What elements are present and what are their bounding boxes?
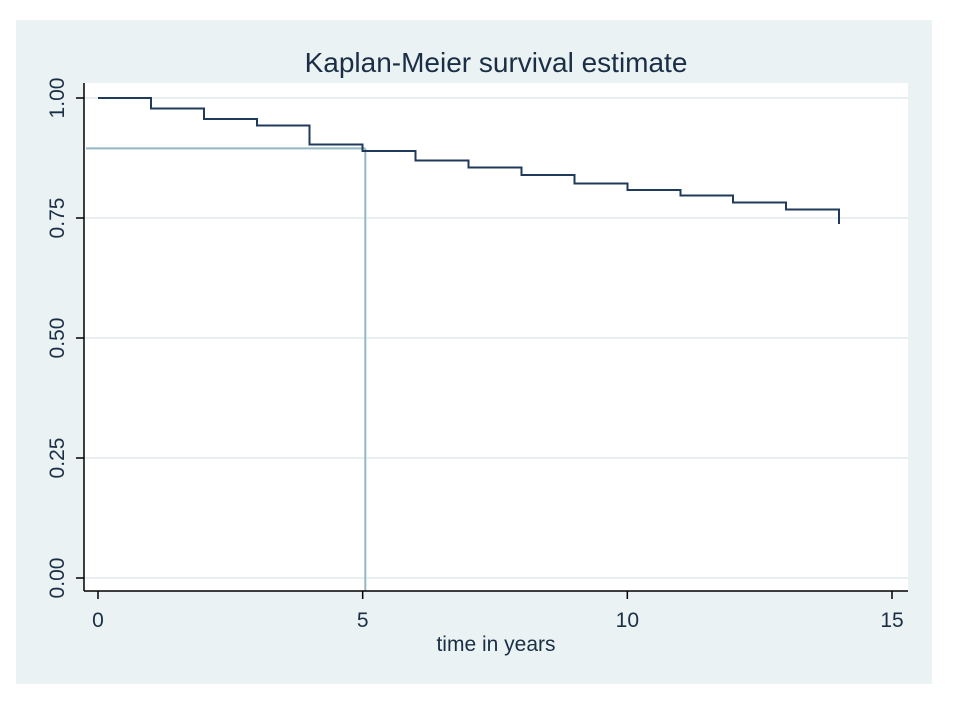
- x-tick-label-0: 0: [92, 609, 104, 632]
- grid-lines: [84, 97, 908, 579]
- series-layer: [98, 97, 841, 224]
- y-tick-label-4: 1.00: [46, 78, 69, 119]
- survival-step-line-0: [98, 97, 841, 224]
- plot-area: [84, 83, 908, 591]
- y-tick-label-1: 0.25: [46, 438, 69, 479]
- y-tick-label-2: 0.50: [46, 318, 69, 359]
- x-tick-label-1: 5: [357, 609, 369, 632]
- y-tick-label-0: 0.00: [46, 558, 69, 599]
- axes: 0 5 10 15 0.00 0.25 0.50 0.75 1.00: [46, 78, 908, 632]
- x-tick-label-2: 10: [616, 609, 639, 632]
- x-axis-label: time in years: [436, 633, 555, 656]
- chart-title: Kaplan-Meier survival estimate: [305, 47, 688, 78]
- y-tick-label-3: 0.75: [46, 198, 69, 239]
- x-tick-label-3: 15: [880, 609, 903, 632]
- reference-lines: [86, 147, 367, 591]
